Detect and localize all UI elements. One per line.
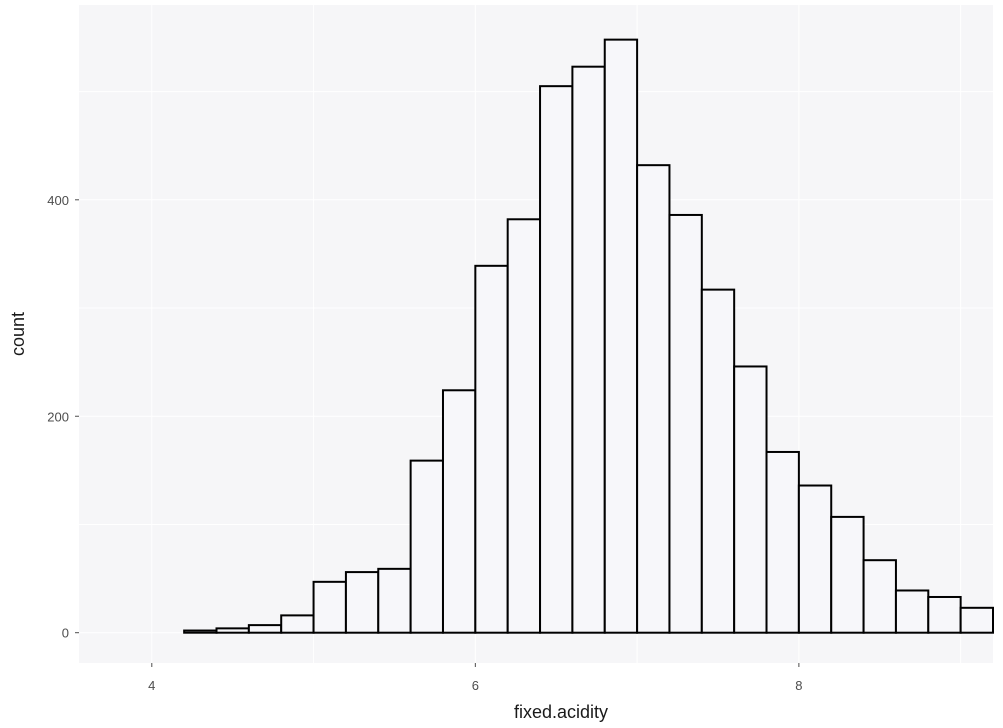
histogram-bar	[959, 606, 994, 634]
histogram-bars	[183, 38, 994, 634]
y-tick-label: 200	[47, 409, 69, 424]
histogram-bar	[441, 389, 477, 634]
histogram-bar	[571, 65, 606, 634]
histogram-bar	[668, 213, 703, 634]
histogram-bar	[344, 571, 380, 634]
histogram-bar	[377, 567, 412, 634]
y-tick-label: 0	[62, 626, 69, 641]
y-axis: 0 200 400	[47, 193, 79, 641]
histogram-bar	[539, 85, 574, 634]
histogram-bar	[215, 627, 250, 634]
x-tick-label: 8	[795, 678, 802, 693]
histogram-bar	[765, 450, 800, 634]
histogram-bar	[603, 38, 639, 634]
histogram-bar	[312, 580, 347, 634]
histogram-bar	[409, 459, 444, 634]
histogram-bar	[830, 515, 865, 634]
histogram-bar	[183, 629, 218, 634]
histogram-bar	[862, 559, 897, 634]
y-tick-label: 400	[47, 193, 69, 208]
histogram-bar	[700, 288, 736, 634]
x-axis: 4 6 8	[148, 663, 802, 693]
histogram-bar	[797, 484, 833, 634]
y-axis-title: count	[8, 312, 28, 356]
histogram-bar	[636, 164, 671, 634]
histogram-bar	[280, 614, 315, 634]
histogram-bar	[733, 365, 768, 634]
histogram-bar	[506, 218, 542, 634]
histogram-bar	[927, 595, 962, 634]
histogram-bar	[474, 264, 509, 634]
histogram-bar	[894, 589, 930, 634]
x-tick-label: 4	[148, 678, 155, 693]
x-tick-label: 6	[472, 678, 479, 693]
histogram-bar	[247, 624, 283, 634]
x-axis-title: fixed.acidity	[514, 702, 608, 722]
